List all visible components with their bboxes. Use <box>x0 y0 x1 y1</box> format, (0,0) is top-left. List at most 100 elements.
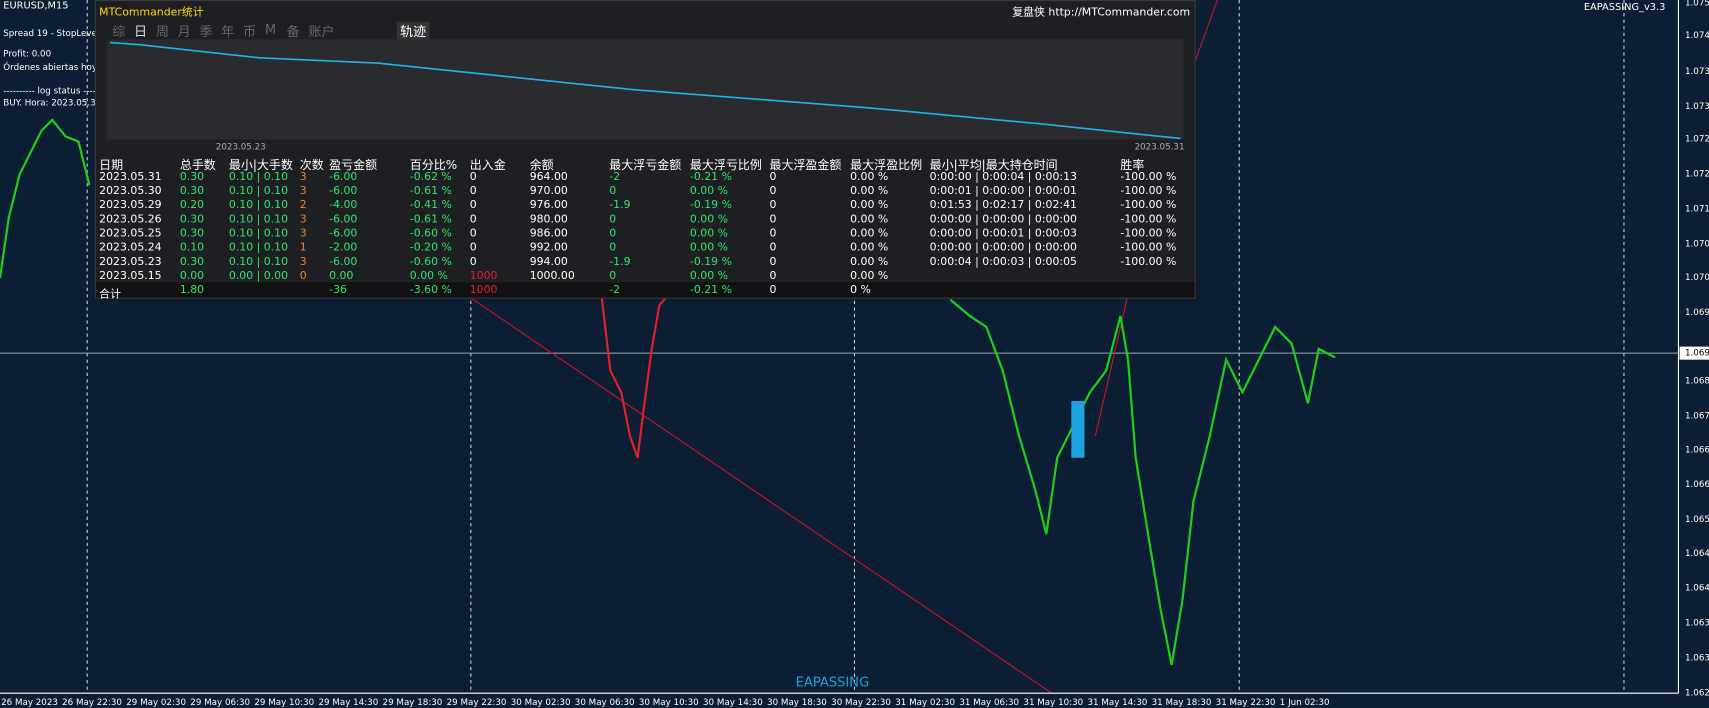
time-label: 30 May 18:30 <box>767 697 827 708</box>
table-cell: -100.00 % <box>1120 213 1177 226</box>
table-cell: 0 <box>469 171 477 184</box>
time-label: 31 May 18:30 <box>1151 697 1212 708</box>
tab[interactable]: 年 <box>221 23 235 40</box>
table-cell: 992.00 <box>529 241 568 254</box>
total-cell: 1000 <box>469 284 498 297</box>
table-cell: 0.00 % <box>850 213 889 226</box>
trend-line <box>1094 294 1129 437</box>
tab[interactable]: M <box>264 21 277 38</box>
table-cell: -0.19 % <box>689 256 732 269</box>
total-cell: -3.60 % <box>409 284 452 297</box>
info-line: Órdenes abiertas hoy: 0 <box>3 62 108 72</box>
table-cell: 0.30 <box>179 256 205 269</box>
table-cell: 0.00 % <box>689 213 729 226</box>
time-label: 1 Jun 02:30 <box>1279 697 1330 708</box>
time-label: 31 May 02:30 <box>895 697 956 708</box>
price-label: 1.074 <box>1684 30 1709 41</box>
price-path <box>0 118 91 279</box>
table-cell: 970.00 <box>529 185 568 198</box>
table-cell: 0.10 | 0.10 <box>228 227 289 240</box>
table-cell: 0.10 | 0.10 <box>228 213 289 226</box>
table-cell: 0 <box>609 227 617 240</box>
equity-date-start: 2023.05.23 <box>215 141 266 152</box>
tab[interactable]: 综 <box>112 23 126 40</box>
table-cell: 0 <box>609 270 617 283</box>
table-cell: 0 <box>469 256 477 269</box>
tab[interactable]: 周 <box>155 23 169 40</box>
table-header: 百分比% <box>409 158 458 173</box>
table-cell: -100.00 % <box>1120 256 1177 269</box>
price-label: 1.070 <box>1684 272 1709 283</box>
ea-label: EAPASSING_v3.3 <box>1583 2 1666 14</box>
price-label: 1.073 <box>1684 101 1709 112</box>
tab[interactable]: 备 <box>286 23 300 40</box>
price-label: 1.075 <box>1684 0 1709 8</box>
table-header: 最大浮亏金额 <box>609 158 682 173</box>
equity-date-end: 2023.05.31 <box>1134 141 1185 152</box>
price-label: 1.063 <box>1684 617 1709 628</box>
table-cell: 3 <box>299 227 307 240</box>
table-cell: 0 <box>769 199 777 212</box>
table-cell: -6.00 <box>329 256 358 269</box>
table-cell: 0:00:00 | 0:00:01 | 0:00:03 <box>929 227 1077 240</box>
table-cell: 0.00 % <box>409 270 448 283</box>
time-label: 30 May 22:30 <box>831 697 891 708</box>
table-cell: 3 <box>299 256 307 269</box>
total-cell: 1.80 <box>179 284 205 297</box>
tab[interactable]: 账户 <box>308 23 335 40</box>
time-label: 29 May 14:30 <box>318 697 379 708</box>
price-label: 1.062 <box>1684 687 1709 698</box>
table-cell: -0.62 % <box>409 171 452 184</box>
symbol-label: EURUSD,M15 <box>3 1 69 12</box>
tab[interactable]: 日 <box>134 23 148 40</box>
table-cell: 0.00 | 0.00 <box>228 270 289 283</box>
table-cell: -1.9 <box>609 256 631 269</box>
price-label: 1.072 <box>1684 168 1709 179</box>
table-cell: 0 <box>469 241 477 254</box>
table-cell: 2023.05.26 <box>99 213 162 226</box>
table-cell: 0.00 <box>329 270 354 283</box>
track-button[interactable]: 轨迹 <box>396 21 430 41</box>
price-label: 1.064 <box>1684 548 1709 559</box>
time-label: 31 May 22:30 <box>1215 697 1276 708</box>
table-cell: 0.00 % <box>850 171 889 184</box>
table-cell: -6.00 <box>329 213 358 226</box>
tab[interactable]: 季 <box>199 23 213 40</box>
table-cell: 0 <box>469 185 477 198</box>
table-cell: 0.10 | 0.10 <box>228 241 289 254</box>
table-cell: 0 <box>609 213 617 226</box>
tab[interactable]: 月 <box>177 23 191 40</box>
total-cell: -36 <box>329 284 347 297</box>
table-header: 胜率 <box>1120 158 1145 173</box>
table-cell: 0.00 % <box>689 270 729 283</box>
price-label: 1.070 <box>1684 238 1709 249</box>
table-cell: 0:00:00 | 0:00:00 | 0:00:00 <box>929 213 1077 226</box>
panel-title: MTCommander统计 <box>99 6 204 19</box>
table-cell: 0 <box>769 213 777 226</box>
total-cell: 0 <box>769 284 777 297</box>
table-cell: 0.20 <box>179 199 205 212</box>
time-label: 30 May 02:30 <box>510 697 571 708</box>
table-header: 最小|平均|最大持仓时间 <box>929 158 1058 173</box>
table-cell: 0 <box>769 171 777 184</box>
table-cell: 0.00 % <box>689 227 729 240</box>
table-cell: 0.30 <box>179 185 205 198</box>
tab[interactable]: 币 <box>243 23 257 40</box>
table-cell: 0 <box>609 241 617 254</box>
table-cell: 976.00 <box>529 199 568 212</box>
table-cell: 3 <box>299 171 307 184</box>
table-cell: 3 <box>299 185 307 198</box>
time-label: 30 May 10:30 <box>638 697 699 708</box>
table-cell: 2023.05.24 <box>99 241 162 254</box>
table-header: 最大浮亏比例 <box>689 158 762 173</box>
table-cell: 0.00 % <box>850 270 889 283</box>
price-label: 1.064 <box>1684 583 1709 593</box>
time-label: 29 May 10:30 <box>254 697 315 708</box>
total-cell: -0.21 % <box>689 284 732 297</box>
price-label: 1.069 <box>1684 307 1709 318</box>
table-cell: 0.00 <box>179 270 205 283</box>
